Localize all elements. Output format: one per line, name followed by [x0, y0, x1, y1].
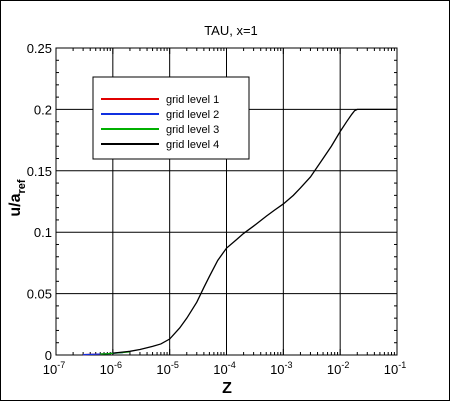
- x-tick-label: 10-5: [156, 360, 178, 377]
- y-tick-label: 0.2: [34, 102, 52, 117]
- y-axis-label-main: u/a: [7, 193, 24, 216]
- legend-label-grid-level-3: grid level 3: [166, 124, 219, 136]
- legend-label-grid-level-4: grid level 4: [166, 139, 219, 151]
- y-axis-label-sub: ref: [16, 179, 28, 193]
- x-tick-label: 10-6: [100, 360, 122, 377]
- y-tick-label: 0.25: [27, 41, 52, 56]
- x-tick-label-exponent: -3: [285, 360, 293, 370]
- x-tick-label: 10-1: [384, 360, 406, 377]
- x-tick-label-base: 10: [384, 362, 398, 377]
- x-tick-label-exponent: -7: [57, 360, 65, 370]
- series-lines: [83, 108, 397, 356]
- x-tick-label-exponent: -6: [114, 360, 122, 370]
- x-tick-label-exponent: -4: [228, 360, 236, 370]
- legend: grid level 1 grid level 2 grid level 3 grid…: [92, 76, 250, 160]
- x-tick-label: 10-7: [43, 360, 65, 377]
- x-tick-label: 10-4: [213, 360, 235, 377]
- x-tick-label: 10-3: [270, 360, 292, 377]
- y-tick-label: 0.05: [27, 287, 52, 302]
- x-axis-label: Z: [222, 380, 232, 397]
- x-tick-label-base: 10: [100, 362, 114, 377]
- x-tick-label: 10-2: [327, 360, 349, 377]
- tick-labels: 10-7 10-6 10-5 10-4 10-3 10-2 10-100.050.10.15…: [27, 41, 407, 377]
- x-tick-label-exponent: -5: [171, 360, 179, 370]
- series-line-grid-level-4: [112, 108, 397, 354]
- x-tick-label-exponent: -2: [341, 360, 349, 370]
- x-tick-label-base: 10: [43, 362, 57, 377]
- y-tick-label: 0.1: [34, 225, 52, 240]
- x-tick-label-base: 10: [327, 362, 341, 377]
- legend-box: [92, 76, 250, 160]
- y-tick-label: 0.15: [27, 164, 52, 179]
- legend-label-grid-level-1: grid level 1: [166, 94, 219, 106]
- x-tick-label-base: 10: [270, 362, 284, 377]
- x-tick-label-base: 10: [156, 362, 170, 377]
- chart-title: TAU, x=1: [204, 23, 258, 38]
- x-tick-label-exponent: -1: [398, 360, 406, 370]
- x-tick-label-base: 10: [213, 362, 227, 377]
- y-tick-label: 0: [45, 348, 52, 363]
- legend-label-grid-level-2: grid level 2: [166, 109, 219, 121]
- y-axis-label: u/aref: [7, 179, 28, 217]
